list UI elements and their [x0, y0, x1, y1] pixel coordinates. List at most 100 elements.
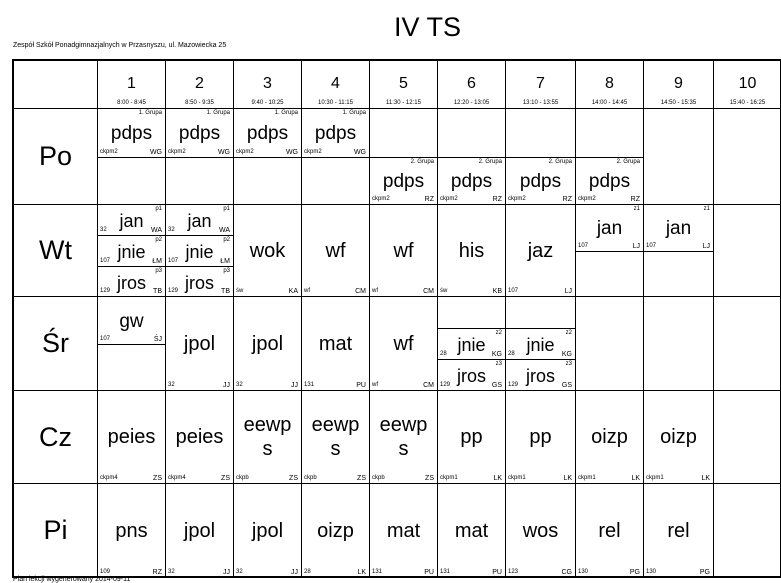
lesson-slot: pp ckpm1 LK [438, 391, 505, 483]
subject-text: jpol [183, 332, 216, 355]
room: 130 [578, 569, 589, 575]
room: ckpm2 [508, 196, 526, 202]
subject-text: wf [393, 332, 414, 355]
subject-text: pdps [382, 171, 425, 193]
lesson-slot: jros z3 129 GS [506, 359, 575, 390]
lesson-slot: eewps ckpb ZS [234, 391, 301, 483]
subject-text: jaz [527, 239, 554, 262]
subject-text: wf [325, 239, 346, 262]
lesson-slot: wok św KA [234, 205, 301, 296]
teacher: JJ [223, 569, 230, 576]
subject-text: peies [107, 426, 156, 448]
teacher: CG [561, 569, 573, 576]
subject-text: rel [667, 519, 690, 542]
subject-text: mat [386, 519, 421, 542]
subject: jpol [234, 484, 301, 577]
room: ckpm1 [508, 475, 526, 481]
subject: pdps [98, 113, 165, 157]
teacher: PU [356, 382, 366, 389]
subject-text: jros [456, 366, 486, 387]
period-time: 13:10 - 13:55 [522, 100, 559, 106]
period-time: 9:40 - 10:25 [251, 100, 284, 106]
teacher: PG [629, 569, 640, 576]
room: 28 [508, 351, 515, 357]
subject-text: pp [529, 426, 552, 448]
lesson-slot: pns 109 RZ [98, 484, 165, 577]
subject-text: oizp [317, 519, 354, 542]
teacher: RZ [562, 196, 572, 203]
room: ckpb [372, 475, 385, 481]
lesson-slot: jpol 32 JJ [234, 297, 301, 390]
subject: oizp [644, 391, 713, 483]
subject-text: mat [318, 332, 353, 355]
period-time: 14:50 - 15:35 [660, 100, 697, 106]
room: wf [372, 288, 378, 294]
subject: pdps [302, 113, 369, 157]
group: z2 [495, 330, 502, 336]
teacher: LK [563, 475, 572, 482]
subject: jpol [166, 484, 233, 577]
period-number: 2 [195, 75, 204, 92]
room: 131 [440, 569, 451, 575]
lesson-slot: pp ckpm1 LK [506, 391, 575, 483]
period-number: 6 [467, 75, 476, 92]
subject-text: jnie [526, 335, 555, 356]
teacher: ŁM [152, 257, 162, 265]
subject-text: oizp [591, 426, 628, 448]
lesson-slot: oizp ckpm1 LK [644, 391, 713, 483]
subject-text: pp [460, 426, 483, 448]
room: ckpm2 [440, 196, 458, 202]
teacher: CM [423, 288, 434, 295]
subject-text: pdps [588, 171, 631, 193]
subject-text: his [458, 239, 485, 262]
period-time: 8:00 - 8:45 [117, 100, 146, 106]
teacher: CM [423, 382, 434, 389]
period-time: 14:00 - 14:45 [591, 100, 628, 106]
room: 109 [100, 569, 111, 575]
subject: mat [438, 484, 505, 577]
group: z1 [633, 206, 640, 212]
room: 107 [100, 335, 111, 342]
lesson-slot: jan z1 107 LJ [576, 205, 643, 252]
lesson-cell: peies ckpm4 ZS [165, 390, 234, 484]
lesson-slot: mat 131 PU [370, 484, 437, 577]
teacher: RZ [630, 196, 640, 203]
subject: oizp [576, 391, 643, 483]
subject-text: pdps [246, 123, 289, 145]
teacher: LJ [632, 242, 640, 250]
period-time: 15:40 - 16:25 [729, 100, 766, 106]
lesson-cell: pdps 1. Grupa ckpm2 WG [301, 108, 370, 205]
subject: pdps [234, 113, 301, 157]
subject: pns [98, 484, 165, 577]
subject: pdps [166, 113, 233, 157]
lesson-slot: mat 131 PU [438, 484, 505, 577]
day-name: Wt [39, 235, 72, 265]
day-name: Pi [43, 515, 68, 545]
subject-text: jnie [117, 242, 146, 263]
lesson-slot: eewps ckpb ZS [302, 391, 369, 483]
period-number: 9 [674, 75, 683, 92]
teacher: ŁM [220, 257, 230, 265]
lesson-cell: pdps 1. Grupa ckpm2 WG [165, 108, 234, 205]
subject-text: jnie [457, 335, 486, 356]
period-number: 7 [536, 75, 545, 92]
subject: wf [302, 205, 369, 296]
period-number: 8 [605, 75, 614, 92]
lesson-slot: peies ckpm4 ZS [166, 391, 233, 483]
teacher: WG [285, 148, 298, 156]
room: ckpm2 [372, 196, 390, 202]
subject: mat [302, 297, 369, 390]
teacher: RZ [424, 196, 434, 203]
teacher: LK [493, 475, 502, 482]
teacher: WG [217, 148, 230, 156]
group: 2. Grupa [616, 158, 640, 165]
subject-text: gw [119, 310, 144, 332]
subject-text: jpol [251, 519, 284, 542]
subject: pp [506, 391, 575, 483]
teacher: LK [631, 475, 640, 482]
room: ckpm2 [100, 148, 118, 155]
teacher: GS [561, 382, 572, 389]
subject: pdps [506, 162, 575, 205]
room: 32 [236, 382, 243, 388]
teacher: JJ [291, 382, 298, 389]
